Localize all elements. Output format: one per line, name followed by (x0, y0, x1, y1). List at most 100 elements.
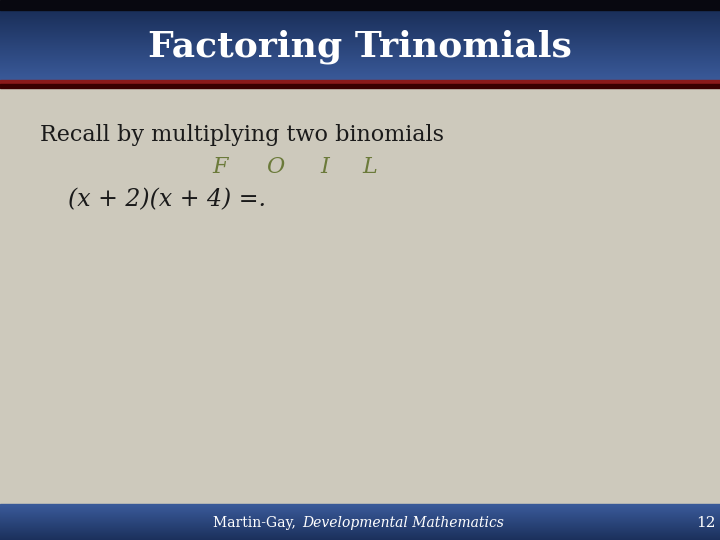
Bar (0, 58, 720, 60)
Bar (0, 514, 720, 515)
Bar (0, 16, 720, 17)
Bar (0, 50, 720, 51)
Bar (0, 511, 720, 513)
Bar (0, 78, 720, 79)
Bar (0, 19, 720, 21)
Bar (0, 17, 720, 19)
Bar (0, 57, 720, 58)
Bar (0, 508, 720, 509)
Bar (0, 518, 720, 520)
Bar (0, 64, 720, 66)
Bar (0, 63, 720, 64)
Bar (0, 72, 720, 74)
Bar (0, 0, 720, 10)
Bar (0, 505, 720, 507)
Bar (0, 517, 720, 519)
Bar (0, 537, 720, 538)
Bar (0, 10, 720, 12)
Bar (0, 22, 720, 23)
Bar (0, 78, 720, 80)
Bar (0, 11, 720, 13)
Bar (0, 35, 720, 36)
Text: Factoring Trinomials: Factoring Trinomials (148, 30, 572, 64)
Bar (0, 515, 720, 516)
Bar (0, 24, 720, 25)
Bar (0, 32, 720, 34)
Bar (0, 69, 720, 70)
Bar (0, 15, 720, 16)
Bar (0, 521, 720, 522)
Bar (0, 31, 720, 33)
Bar (0, 510, 720, 511)
Bar (0, 21, 720, 22)
Bar (0, 66, 720, 68)
Text: Martin-Gay,: Martin-Gay, (212, 516, 300, 530)
Bar (0, 51, 720, 52)
Bar (0, 512, 720, 514)
Bar (0, 65, 720, 67)
Bar (0, 536, 720, 537)
Bar (0, 57, 720, 59)
Bar (0, 48, 720, 49)
Bar (0, 509, 720, 510)
Bar (0, 507, 720, 508)
Text: Recall by multiplying two binomials: Recall by multiplying two binomials (40, 124, 444, 146)
Bar (0, 537, 720, 539)
Bar (0, 37, 720, 39)
Bar (0, 64, 720, 65)
Bar (0, 53, 720, 55)
Bar (0, 17, 720, 18)
Bar (0, 60, 720, 62)
Bar (0, 44, 720, 46)
Bar (0, 523, 720, 525)
Bar (0, 523, 720, 524)
Bar (0, 12, 720, 14)
Bar (0, 55, 720, 56)
Bar (0, 529, 720, 530)
Bar (0, 62, 720, 63)
Bar (0, 503, 720, 505)
Bar (0, 538, 720, 540)
Bar (0, 535, 720, 536)
Text: I: I (320, 156, 329, 178)
Bar (0, 516, 720, 517)
Bar (0, 77, 720, 78)
Bar (0, 33, 720, 35)
Bar (0, 36, 720, 37)
Bar (0, 530, 720, 531)
Bar (0, 71, 720, 73)
Text: L: L (363, 156, 377, 178)
Bar (0, 68, 720, 69)
Bar (0, 56, 720, 57)
Bar (0, 510, 720, 512)
Text: (x + 2)(x + 4) =.: (x + 2)(x + 4) =. (68, 188, 266, 212)
Bar (0, 75, 720, 76)
Bar (0, 516, 720, 518)
Bar (0, 52, 720, 54)
Bar (0, 49, 720, 50)
Bar (0, 534, 720, 535)
Bar (0, 528, 720, 529)
Bar (0, 18, 720, 20)
Bar (0, 42, 720, 43)
Bar (0, 29, 720, 30)
Bar (0, 76, 720, 77)
Bar (0, 70, 720, 71)
Text: F: F (212, 156, 228, 178)
Bar (0, 24, 720, 26)
Bar (0, 30, 720, 32)
Bar (0, 71, 720, 72)
Bar (0, 45, 720, 47)
Bar (0, 26, 720, 28)
Bar (0, 522, 720, 523)
Bar (0, 532, 720, 534)
Bar (0, 80, 720, 84)
Bar (0, 44, 720, 45)
Bar (0, 526, 720, 528)
Bar (0, 525, 720, 527)
Bar (0, 531, 720, 533)
Bar (0, 73, 720, 75)
Bar (0, 40, 720, 42)
Bar (0, 10, 720, 11)
Bar (0, 25, 720, 27)
